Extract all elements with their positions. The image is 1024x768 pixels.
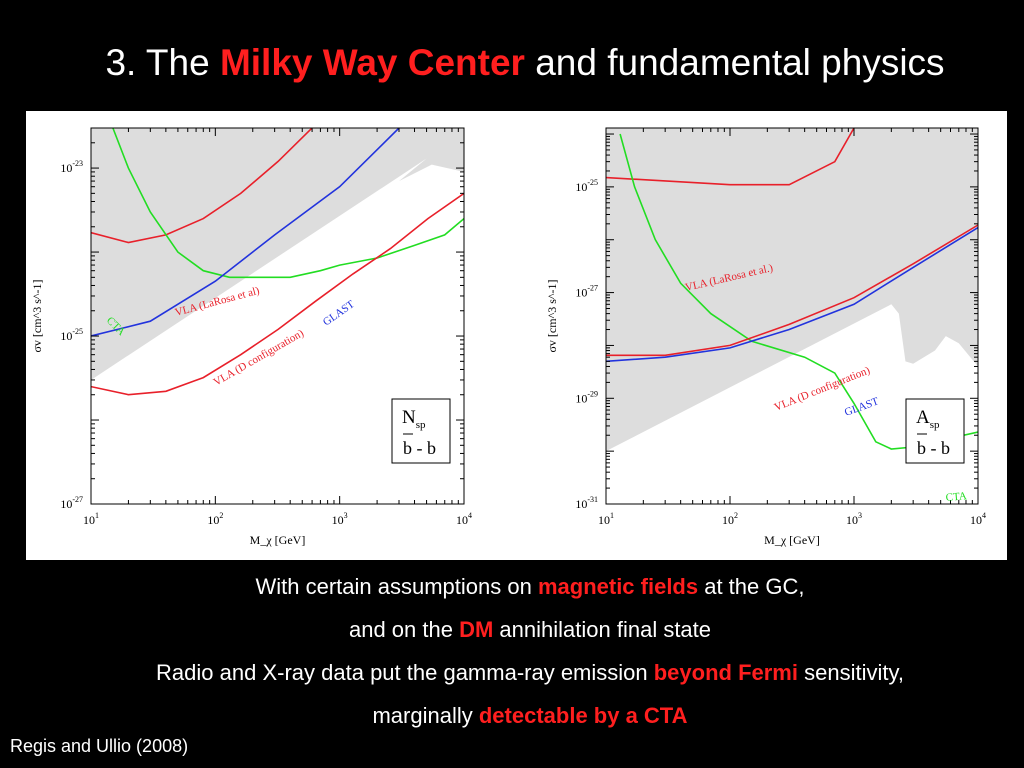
excluded-area [91,128,464,380]
caption-line-3: Radio and X-ray data put the gamma-ray e… [0,660,1024,686]
legend-box [391,398,451,464]
curve-label: GLAST [843,395,881,418]
y-tick-label: 10-25 [60,327,83,343]
title-post: and fundamental physics [524,42,945,83]
figure-panel: 101 102 103 104 10-23 10-25 10-27 M_χ [GeV] σv [… [26,111,1007,560]
y-tick-label: 10-27 [60,495,83,511]
legend-line2: b - b [917,438,950,458]
caption-1-post: at the GC, [698,574,805,599]
excluded-region [606,128,978,452]
caption-line-4: marginally detectable by a CTA [0,703,1024,729]
legend-line2: b - b [403,438,436,458]
caption-2-pre: and on the [348,617,460,642]
x-tick-label: 101 [598,511,614,527]
caption-line-1: With certain assumptions on magnetic fie… [0,574,1024,600]
x-tick-label: 104 [970,511,986,527]
x-axis-label: M_χ [GeV] [250,533,306,547]
caption-4-pre: marginally [372,703,479,728]
excluded-area [606,128,978,452]
caption-3-post: sensitivity, [797,660,904,685]
caption-line-2: and on the DM annihilation final state [0,617,1024,643]
plot-frame [605,127,979,505]
title-pre: 3. The [105,42,220,83]
caption-1-pre: With certain assumptions on [255,574,538,599]
curve-label: CTA [945,490,967,504]
y-tick-label: 10-25 [575,178,598,194]
plot-frame [90,127,465,505]
series-line-vla-0 [606,128,855,186]
caption-3-hl: beyond Fermi [653,660,798,685]
caption-4-hl: detectable by a CTA [478,703,688,728]
x-tick-label: 104 [456,511,472,527]
x-tick-label: 103 [332,511,348,527]
y-tick-label: 10-23 [60,159,83,175]
charts-svg: 101 102 103 104 10-23 10-25 10-27 M_χ [GeV] σv [… [30,127,986,547]
excluded-region [91,128,464,396]
series-line-glast-2 [606,226,978,363]
y-tick-label: 10-27 [575,284,598,300]
y-axis-label: σv [cm^3 s^-1] [545,279,559,352]
y-tick-label: 10-29 [575,389,598,405]
title-highlight: Milky Way Center [219,42,525,83]
series-line-vla-3 [91,192,464,396]
reference: Regis and Ullio (2008) [10,736,189,756]
series-line-vla-3 [606,224,978,357]
curve-label: VLA (D configuration) [212,327,307,389]
x-axis-label: M_χ [GeV] [764,533,820,547]
caption-2-post: annihilation final state [493,617,712,642]
y-axis-label: σv [cm^3 s^-1] [30,279,44,352]
chart-2: 101 102 103 104 10-25 10-27 10-29 10-31 M_χ [GeV… [545,127,986,547]
caption-2-hl: DM [459,617,494,642]
x-tick-label: 101 [83,511,99,527]
series-line-cta-1 [112,128,464,279]
slide-title: 3. The Milky Way Center and fundamental … [0,42,1024,84]
series-line-vla-0 [91,128,314,244]
caption-3-pre: Radio and X-ray data put the gamma-ray e… [156,660,654,685]
caption-1-hl: magnetic fields [537,574,699,599]
x-tick-label: 102 [722,511,738,527]
x-tick-label: 102 [207,511,223,527]
y-tick-label: 10-31 [575,495,598,511]
x-tick-label: 103 [846,511,862,527]
series-line-glast-2 [91,128,401,337]
chart-1: 101 102 103 104 10-23 10-25 10-27 M_χ [GeV] σv [… [30,127,472,547]
legend-box [905,398,965,464]
curve-label: GLAST [321,298,357,328]
